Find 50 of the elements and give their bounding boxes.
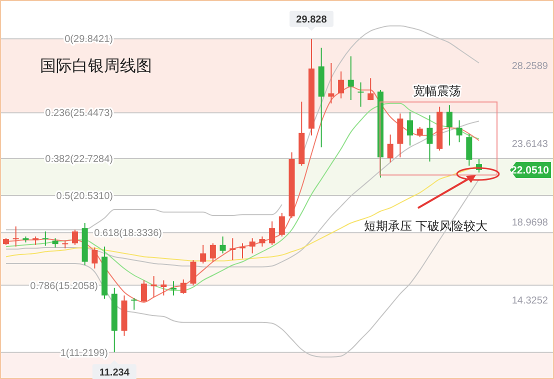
candlestick	[456, 120, 462, 143]
candlestick	[150, 276, 157, 298]
candlestick	[131, 297, 138, 310]
candlestick	[407, 111, 414, 146]
candlestick	[140, 280, 147, 303]
candlestick	[368, 78, 374, 101]
y-tick-label: 14.3252	[512, 296, 548, 307]
candlestick	[269, 220, 276, 246]
candlestick	[62, 240, 68, 249]
ref-line-label: 0.5(20.5310)	[56, 191, 113, 202]
text: 国际白银周线图	[40, 57, 152, 75]
text: 22.0510	[511, 164, 550, 177]
candlestick	[200, 244, 206, 264]
annotation: 短期承压 下破风险较大	[364, 219, 488, 233]
ref-line-label: 0.382(22.7284)	[45, 154, 113, 166]
candlestick	[170, 280, 177, 296]
candlestick	[348, 56, 354, 101]
ref-line-label: 0.618(18.3336)	[94, 228, 162, 240]
candlestick	[278, 212, 285, 237]
y-tick-label: 18.9698	[512, 217, 548, 228]
candlestick	[416, 126, 423, 138]
candlestick	[12, 226, 19, 248]
candlestick	[42, 230, 48, 246]
candlestick	[426, 114, 433, 162]
annotation: 11.234	[99, 368, 130, 379]
candlestick	[180, 278, 186, 294]
annotation: 宽幅震荡	[413, 84, 461, 98]
candlestick	[240, 242, 246, 259]
y-tick-label: 23.6143	[512, 139, 548, 150]
ref-line-label: 0.236(25.4473)	[45, 108, 113, 120]
candlestick	[92, 246, 98, 270]
candlestick	[220, 236, 226, 254]
candlestick	[466, 133, 472, 166]
candlestick	[52, 238, 58, 248]
candlestick	[387, 134, 394, 163]
y-tick-label: 28.2589	[512, 60, 548, 72]
candlestick	[259, 236, 266, 248]
candlestick	[358, 82, 364, 108]
ref-line-label: 0.786(15.2058)	[30, 280, 98, 292]
candlestick	[230, 238, 236, 261]
candlestick	[338, 70, 344, 99]
annotation: 29.828	[296, 14, 328, 26]
candlestick	[249, 238, 256, 254]
candlestick	[72, 229, 78, 246]
candlestick	[160, 280, 167, 296]
ref-line-label: 0(29.8421)	[64, 34, 113, 46]
candlestick	[210, 242, 216, 262]
ref-line-label: 1(11.2199)	[60, 348, 108, 359]
candlestick	[190, 260, 196, 286]
candlestick	[446, 104, 452, 146]
